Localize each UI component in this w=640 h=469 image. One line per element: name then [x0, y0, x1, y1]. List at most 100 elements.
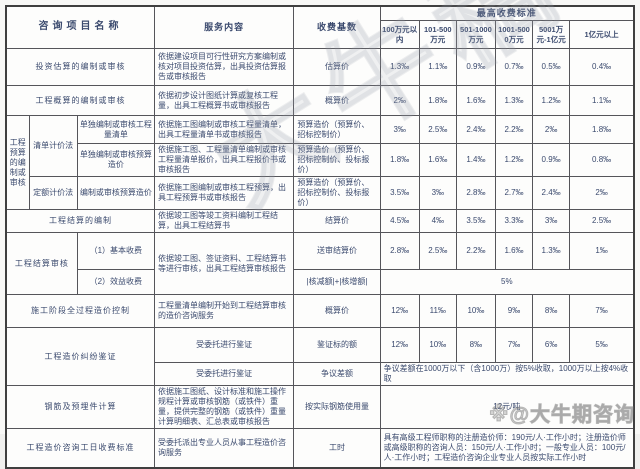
table-row: 工程造价咨询工日收费标准 受委托派出专业人员从事工程造价咨询服务 工时 具有高级…: [5, 428, 635, 469]
fee-base-cell: 估算价: [293, 48, 381, 87]
project-name-cell: 编制或审核预算造价: [76, 176, 155, 211]
fee-base-cell: 送审结算价: [293, 232, 381, 271]
service-cell: 依据初步设计图纸计算或复核工程量，出具工程概算书或审核报告: [153, 85, 295, 117]
fee-merged-cell: 争议差额在1000万以下（含1000万）按5%收取，1000万以上按4%收取: [379, 362, 635, 387]
fee-cell: 0.7‰: [494, 48, 534, 87]
fee-range-header: 100万元以内: [379, 20, 420, 50]
fee-base-cell: 按实际钢筋使用量: [293, 385, 381, 430]
table-row: 工程结算审核 （1）基本收费 依据竣工图、签证资料、工程结算书等进行审核，出具工…: [5, 232, 635, 296]
fee-cell: 1.3‰: [379, 48, 420, 87]
fee-base-cell: |核减额|+|核增额|: [293, 269, 381, 296]
project-name-cell: 单独编制或审核工程量清单: [76, 115, 155, 145]
fee-cell: 6‰: [532, 327, 571, 364]
fee-cell: 2.2‰: [455, 232, 496, 271]
table-row: 工程结算的编制 依据竣工图等竣工资料编制工程结算，出具工程结算书 结算价 4.5…: [5, 209, 635, 234]
fee-cell: 1.4‰: [455, 143, 496, 178]
fee-base-cell: 概算价: [293, 294, 381, 329]
fee-range-header: 1亿元以上: [569, 20, 635, 50]
fee-cell: 4‰: [418, 209, 457, 234]
fee-cell: 3.5‰: [379, 176, 420, 211]
fee-cell: 1.8‰: [379, 143, 420, 178]
header-row-1: 咨询项目名称 服务内容 收费基数 最高收费标准: [5, 5, 635, 50]
fee-cell: 1‰: [569, 232, 635, 271]
service-cell: 依据竣工图等竣工资料编制工程结算，出具工程结算书: [153, 209, 295, 234]
fee-merged-cell: 具有高级工程师职称的注册造价师：190元/人·工作小时；注册造价师或高级职称的咨…: [379, 428, 635, 469]
project-name-cell: 工程概算的编制或审核: [5, 85, 155, 117]
fee-cell: 1.6‰: [418, 143, 457, 178]
fee-cell: 5‰: [569, 327, 635, 364]
fee-cell: 1.2‰: [532, 85, 571, 117]
fee-cell: 4.5‰: [379, 209, 420, 234]
fee-cell: 3.3‰: [494, 209, 534, 234]
fee-base-cell: 概算价: [293, 85, 381, 117]
fee-base-cell: 争议差额: [293, 362, 381, 387]
fee-cell: 2‰: [379, 85, 420, 117]
service-cell: 受委托派出专业人员从事工程造价咨询服务: [153, 428, 295, 469]
fee-cell: 10‰: [455, 294, 496, 329]
project-name-cell: （1）基本收费: [76, 232, 155, 271]
fee-base-cell: 工时: [293, 428, 381, 469]
fee-cell: 1.2‰: [494, 143, 534, 178]
pricing-method-cell: 定额计价法: [28, 176, 78, 211]
service-cell: 依据建设项目可行性研究方案编制或核对项目投资估算，出具投资估算报告或审核报告: [153, 48, 295, 87]
fee-cell: 0.5‰: [532, 48, 571, 87]
fee-cell: 0.4‰: [569, 48, 635, 87]
project-name-cell: （2）效益收费: [76, 269, 155, 296]
fee-cell: 1.6‰: [494, 232, 534, 271]
project-name-cell: 单独编制或审核预算造价: [76, 143, 155, 178]
fee-cell: 1.8‰: [569, 115, 635, 145]
project-name-cell: 投资估算的编制或审核: [5, 48, 155, 87]
table-row: 施工阶段全过程造价控制 工程量清单编制开始到工程结算审核的造价咨询服务 概算价 …: [5, 294, 635, 329]
header-row-2: 100万元以内 101-500万元 501-1000万元 1001-5000万元…: [6, 20, 635, 50]
fee-cell: 8‰: [455, 327, 496, 364]
fee-cell: 2.5‰: [418, 232, 457, 271]
fee-cell: 1.3‰: [494, 85, 534, 117]
fee-cell: 2‰: [532, 115, 571, 145]
fee-range-header: 501-1000万元: [455, 20, 496, 50]
fee-cell: 3‰: [418, 176, 457, 211]
fee-cell: 3‰: [532, 209, 571, 234]
fee-cell: 2.5‰: [418, 115, 457, 145]
service-cell: 受委托进行鉴证: [153, 362, 295, 387]
header-fee-base: 收费基数: [293, 5, 381, 50]
fee-standard-document: 咨询项目名称 服务内容 收费基数 最高收费标准 100万元以内 101-500万…: [5, 0, 635, 469]
project-name-cell: 钢筋及预埋件计算: [5, 385, 155, 430]
fee-cell: 0.9‰: [455, 48, 496, 87]
project-group-cell: 工程造价纠纷鉴证: [5, 327, 155, 387]
fee-base-cell: 预算造价（预算价、招标控制价）: [293, 115, 381, 145]
fee-cell: 8‰: [532, 294, 571, 329]
table-row: 单独编制或审核预算造价 依据施工图、工程量清单编制或审核工程量清单报价，出具工程…: [6, 143, 635, 178]
header-project: 咨询项目名称: [5, 5, 155, 50]
fee-cell: 1.6‰: [455, 85, 496, 117]
fee-base-cell: 鉴证标的额: [293, 327, 381, 364]
fee-merged-cell: 5%: [379, 269, 635, 296]
fee-cell: 9‰: [494, 294, 534, 329]
table-row: 投资估算的编制或审核 依据建设项目可行性研究方案编制或核对项目投资估算，出具投资…: [5, 48, 635, 87]
fee-cell: 2.2‰: [494, 115, 534, 145]
fee-cell: 11‰: [418, 294, 457, 329]
fee-cell: 2‰: [569, 176, 635, 211]
fee-cell: 2.5‰: [569, 209, 635, 234]
service-cell: 依据施工图编制或审核工程量清单，出具工程量清单书或审核报告: [153, 115, 295, 145]
fee-range-header: 1001-5000万元: [494, 20, 534, 50]
service-cell: 依据施工图纸、设计标准和施工操作规程计算或审核钢筋（或铁件）重量，提供完整的钢筋…: [153, 385, 295, 430]
table-row: 钢筋及预埋件计算 依据施工图纸、设计标准和施工操作规程计算或审核钢筋（或铁件）重…: [5, 385, 635, 430]
service-cell: 依据施工图编制或审核工程预算，出具工程预算书或审核报告: [153, 176, 295, 211]
fee-cell: 0.9‰: [532, 143, 571, 178]
fee-cell: 2.4‰: [455, 115, 496, 145]
project-group-cell: 工程预算的编制或审核: [5, 115, 30, 211]
fee-range-header: 5001万元-1亿元: [532, 20, 571, 50]
header-max-fee: 最高收费标准: [379, 5, 635, 22]
fee-cell: 2.4‰: [532, 176, 571, 211]
table-row: 工程预算的编制或审核 清单计价法 单独编制或审核工程量清单 依据施工图编制或审核…: [5, 115, 635, 211]
fee-base-cell: 预算造价（预算价、招标控制价、投标报价）: [293, 176, 381, 211]
fee-cell: 1.1‰: [418, 48, 457, 87]
pricing-method-cell: 清单计价法: [28, 115, 78, 178]
fee-cell: 7‰: [494, 327, 534, 364]
fee-cell: 12‰: [379, 294, 420, 329]
fee-cell: 0.8‰: [569, 143, 635, 178]
fee-cell: 10‰: [418, 327, 457, 364]
project-name-cell: 工程造价咨询工日收费标准: [5, 428, 155, 469]
fee-cell: 1.8‰: [418, 85, 457, 117]
fee-cell: 12‰: [379, 327, 420, 364]
